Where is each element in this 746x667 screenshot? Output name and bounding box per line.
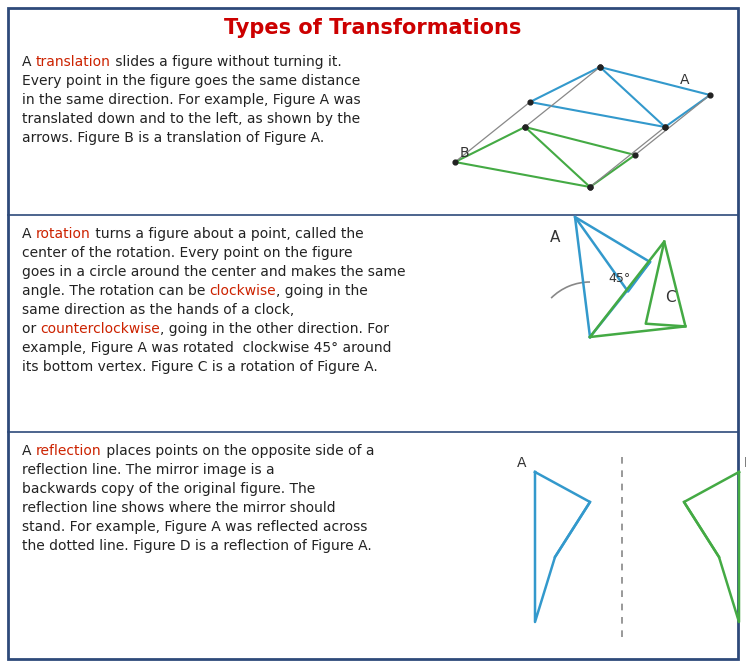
Point bbox=[659, 121, 671, 132]
Text: slides a figure without turning it.: slides a figure without turning it. bbox=[110, 55, 342, 69]
Text: 45°: 45° bbox=[608, 272, 630, 285]
Text: reflection line shows where the mirror should: reflection line shows where the mirror s… bbox=[22, 501, 336, 515]
Text: goes in a circle around the center and makes the same: goes in a circle around the center and m… bbox=[22, 265, 406, 279]
Point bbox=[584, 181, 596, 192]
Text: A: A bbox=[22, 55, 36, 69]
Text: rotation: rotation bbox=[36, 227, 90, 241]
Text: backwards copy of the original figure. The: backwards copy of the original figure. T… bbox=[22, 482, 316, 496]
Text: Every point in the figure goes the same distance: Every point in the figure goes the same … bbox=[22, 74, 360, 88]
Text: places points on the opposite side of a: places points on the opposite side of a bbox=[101, 444, 374, 458]
Text: in the same direction. For example, Figure A was: in the same direction. For example, Figu… bbox=[22, 93, 360, 107]
Text: arrows. Figure B is a translation of Figure A.: arrows. Figure B is a translation of Fig… bbox=[22, 131, 325, 145]
Text: translation: translation bbox=[36, 55, 110, 69]
Point bbox=[519, 121, 531, 132]
Text: A: A bbox=[517, 456, 527, 470]
Text: A: A bbox=[22, 444, 36, 458]
Text: counterclockwise: counterclockwise bbox=[40, 322, 160, 336]
Text: angle. The rotation can be: angle. The rotation can be bbox=[22, 284, 210, 298]
Text: stand. For example, Figure A was reflected across: stand. For example, Figure A was reflect… bbox=[22, 520, 367, 534]
Point bbox=[594, 61, 606, 72]
Text: reflection line. The mirror image is a: reflection line. The mirror image is a bbox=[22, 463, 275, 477]
Text: , going in the other direction. For: , going in the other direction. For bbox=[160, 322, 389, 336]
Point bbox=[594, 61, 606, 72]
Text: center of the rotation. Every point on the figure: center of the rotation. Every point on t… bbox=[22, 246, 353, 260]
Point bbox=[629, 149, 641, 160]
Text: , going in the: , going in the bbox=[276, 284, 368, 298]
Point bbox=[519, 121, 531, 132]
Point bbox=[524, 97, 536, 107]
Text: B: B bbox=[460, 146, 470, 160]
Text: Types of Transformations: Types of Transformations bbox=[225, 18, 521, 38]
Text: the dotted line. Figure D is a reflection of Figure A.: the dotted line. Figure D is a reflectio… bbox=[22, 539, 372, 553]
Text: clockwise: clockwise bbox=[210, 284, 276, 298]
Text: same direction as the hands of a clock,: same direction as the hands of a clock, bbox=[22, 303, 294, 317]
Point bbox=[659, 121, 671, 132]
Text: example, Figure A was rotated  clockwise 45° around: example, Figure A was rotated clockwise … bbox=[22, 341, 392, 355]
Text: D: D bbox=[744, 456, 746, 470]
Text: A: A bbox=[22, 227, 36, 241]
Point bbox=[704, 89, 716, 100]
Text: A: A bbox=[680, 73, 689, 87]
Text: C: C bbox=[665, 290, 676, 305]
Text: its bottom vertex. Figure C is a rotation of Figure A.: its bottom vertex. Figure C is a rotatio… bbox=[22, 360, 377, 374]
Text: A: A bbox=[550, 230, 560, 245]
Point bbox=[584, 181, 596, 192]
Text: reflection: reflection bbox=[36, 444, 101, 458]
Text: translated down and to the left, as shown by the: translated down and to the left, as show… bbox=[22, 112, 360, 126]
Text: or: or bbox=[22, 322, 40, 336]
Text: turns a figure about a point, called the: turns a figure about a point, called the bbox=[90, 227, 363, 241]
Point bbox=[449, 157, 461, 167]
